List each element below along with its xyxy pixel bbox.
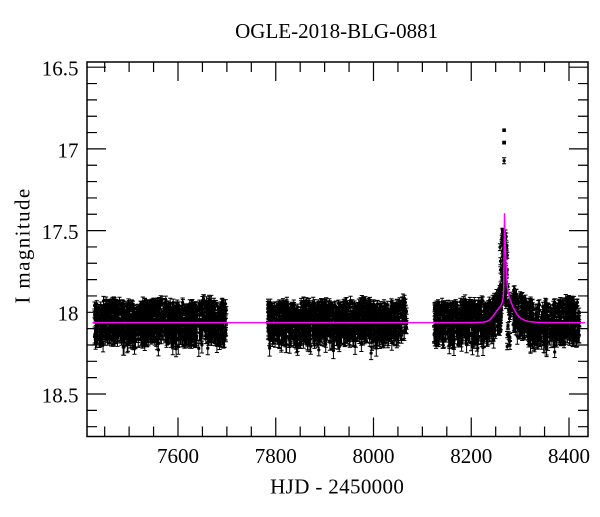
svg-text:8200: 8200 — [450, 444, 492, 468]
svg-text:8400: 8400 — [548, 444, 590, 468]
svg-text:7800: 7800 — [255, 444, 297, 468]
svg-text:17.5: 17.5 — [42, 220, 79, 244]
svg-text:7600: 7600 — [157, 444, 199, 468]
svg-text:8000: 8000 — [353, 444, 395, 468]
svg-text:17: 17 — [58, 138, 79, 162]
svg-text:18: 18 — [58, 302, 79, 326]
svg-text:I magnitude: I magnitude — [10, 187, 34, 303]
svg-text:OGLE-2018-BLG-0881: OGLE-2018-BLG-0881 — [235, 19, 438, 43]
svg-text:16.5: 16.5 — [42, 57, 79, 81]
svg-text:HJD - 2450000: HJD - 2450000 — [270, 475, 404, 499]
svg-text:18.5: 18.5 — [42, 383, 79, 407]
